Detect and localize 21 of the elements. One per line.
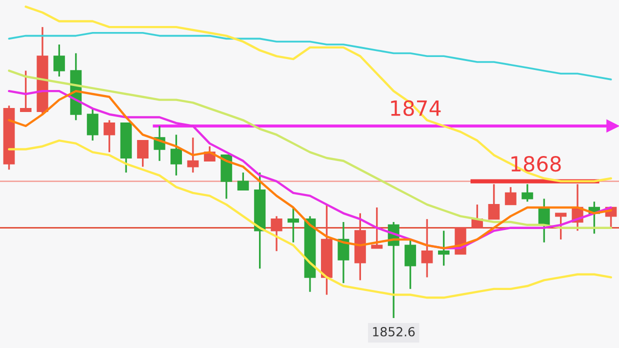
candlestick <box>338 221 350 284</box>
candlestick <box>20 70 32 112</box>
candlestick <box>187 136 199 174</box>
annotation: 1852.6 <box>373 326 415 336</box>
candlestick <box>137 140 149 168</box>
candlestick <box>522 183 534 202</box>
candlestick <box>53 44 65 78</box>
candlestick <box>555 212 567 240</box>
candlestick <box>237 172 249 191</box>
candlestick <box>404 238 416 290</box>
candlestick <box>488 183 500 220</box>
candlestick <box>371 206 383 250</box>
annotation: 1868 <box>512 156 561 172</box>
candlestick <box>504 186 516 206</box>
candlestick <box>104 119 116 154</box>
candlestick <box>438 230 450 266</box>
candlestick <box>270 215 282 252</box>
candlestick <box>170 134 182 176</box>
candlestick <box>421 218 433 278</box>
candlestick <box>288 206 300 244</box>
candlestick <box>86 108 98 142</box>
